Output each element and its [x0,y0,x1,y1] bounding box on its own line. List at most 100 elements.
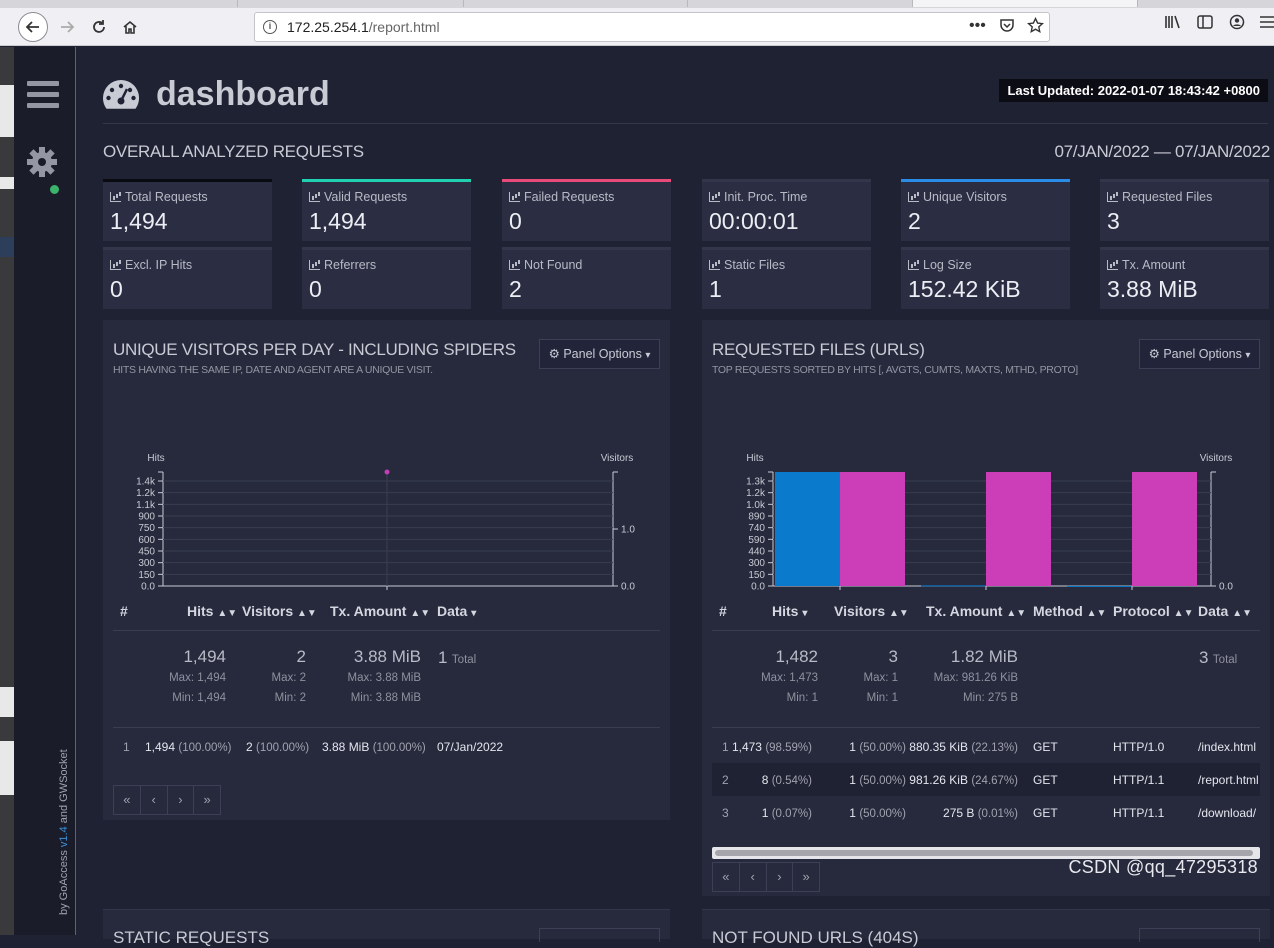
row-protocol: HTTP/1.1 [1113,806,1165,820]
y-tick-label: 440 [748,547,765,558]
menu-icon[interactable] [1260,14,1274,35]
metric-card: Tx. Amount 3.88 MiB [1100,247,1269,309]
table-row[interactable]: 1 1,473 (98.59%) 1 (50.00%) 880.35 KiB (22.… [712,730,1260,763]
col-header-num: # [120,603,128,619]
table-row[interactable]: 2 8 (0.54%) 1 (50.00%) 981.26 KiB (24.67%) G… [712,763,1260,796]
summary-data: 3 Total [1199,648,1238,667]
metric-label: Log Size [908,258,972,272]
home-button[interactable] [115,12,145,42]
summary-visitors: 2 [296,647,306,666]
metric-card: Failed Requests 0 [502,179,671,241]
arrow-left-icon [25,21,39,33]
browser-tab[interactable] [464,0,688,7]
panel-options-button[interactable]: ⚙ Panel Options ▾ [539,339,660,369]
y2-tick-label: 1.0 [621,525,635,536]
gear-icon[interactable] [25,145,59,185]
y-axis-title: Hits [746,453,763,464]
browser-tab[interactable] [688,0,913,7]
metric-label: Requested Files [1107,190,1212,204]
panel-title: STATIC REQUESTS [113,928,270,947]
metric-card: Total Requests 1,494 [103,179,272,241]
first-page-button[interactable]: « [713,863,740,891]
metric-label: Failed Requests [509,190,614,204]
info-icon[interactable]: i [263,20,277,34]
caret-down-icon: ▾ [1245,350,1251,361]
col-header-protocol[interactable]: Protocol ▲▼ [1113,603,1194,619]
y-tick-label: 1.2k [746,488,766,499]
prev-page-button[interactable]: ‹ [141,786,168,814]
bar-chart-icon [908,192,919,202]
row-data: 07/Jan/2022 [437,740,504,754]
browser-tab[interactable] [238,0,464,7]
col-header-tx[interactable]: Tx. Amount ▲▼ [926,603,1027,619]
last-page-button[interactable]: » [802,869,810,884]
panel-options-button[interactable]: ⚙ Panel Options ▾ [1139,339,1260,369]
y-tick-label: 1.3k [746,477,766,488]
metric-value: 1,494 [110,208,168,234]
table-row[interactable]: 1 1,494 (100.00%) 2 (100.00%) 3.88 MiB (100… [113,730,660,763]
metric-value: 0 [509,208,522,234]
summary-visitors-max: Max: 2 [271,672,306,684]
browser-tab-active[interactable] [913,0,1138,7]
col-header-data[interactable]: Data ▾ [437,603,477,619]
files-chart: Hits Visitors0.01503004405907408901.0k1.2… [746,453,1233,590]
table-row[interactable]: 3 1 (0.07%) 1 (50.00%) 275 B (0.01%) GET HTTP… [712,796,1260,829]
next-page-button[interactable]: › [767,863,794,891]
sort-icon: ▲▼ [1173,608,1194,619]
gwsocket-link[interactable]: GWSocket [58,749,70,802]
prev-page-button[interactable]: ‹ [740,863,767,891]
panel-title: REQUESTED FILES (URLS) [712,340,925,359]
col-header-visitors[interactable]: Visitors ▲▼ [242,603,317,619]
credits: by GoAccess v1.4 and GWSocket [58,749,70,915]
panel-options-button[interactable] [1139,928,1260,942]
bar-chart-icon [110,260,121,270]
summary-tx-max: Max: 981.26 KiB [933,672,1018,684]
y-tick-label: 1.1k [136,500,156,511]
sort-icon: ▲▼ [410,608,431,619]
bar-chart-icon [110,192,121,202]
horizontal-scrollbar[interactable] [712,847,1260,859]
bar-chart-icon [1107,260,1118,270]
visitors-bar [840,472,905,586]
col-header-data[interactable]: Data ▲▼ [1198,603,1253,619]
forward-button[interactable] [52,12,82,42]
account-icon[interactable] [1228,14,1246,35]
row-num: 3 [722,806,729,820]
sidebar-toggle-icon[interactable] [1196,14,1214,35]
scrollbar-thumb[interactable] [715,850,1253,856]
more-actions-icon[interactable]: ••• [969,17,986,34]
url-bar[interactable]: i 172.25.254.1/report.html ••• [254,12,1050,42]
next-page-button[interactable]: › [168,786,195,814]
col-header-method[interactable]: Method ▲▼ [1033,603,1107,619]
metric-card: Valid Requests 1,494 [302,179,471,241]
hits-bar [1067,585,1132,587]
library-icon[interactable] [1164,14,1182,35]
sort-icon: ▲▼ [1006,608,1027,619]
reload-button[interactable] [84,12,114,42]
summary-tx: 3.88 MiB [353,647,421,666]
last-page-button[interactable]: » [203,792,211,807]
goaccess-link[interactable]: GoAccess [58,850,70,901]
metric-card: Not Found 2 [502,247,671,309]
col-header-hits[interactable]: Hits ▾ [772,603,808,619]
y-tick-label: 1.2k [136,488,156,499]
metric-card: Init. Proc. Time 00:00:01 [702,179,871,241]
col-header-visitors[interactable]: Visitors ▲▼ [834,603,909,619]
pocket-icon[interactable] [999,17,1015,37]
back-button[interactable] [18,12,48,42]
panel-options-button[interactable] [539,928,660,942]
dashboard-gauge-icon [103,79,140,109]
hamburger-menu-icon[interactable] [27,81,59,109]
first-page-button[interactable]: « [114,786,141,814]
row-visitors: 2 (100.00%) [246,740,310,754]
col-header-hits[interactable]: Hits ▲▼ [187,603,238,619]
row-hits: 1,494 (100.00%) [145,740,232,754]
home-icon [123,20,137,34]
bookmark-star-icon[interactable] [1027,16,1044,37]
col-header-tx[interactable]: Tx. Amount ▲▼ [330,603,431,619]
browser-tab[interactable] [0,0,238,7]
summary-visitors-max: Max: 1 [863,672,898,684]
metric-value: 2 [908,208,921,234]
metric-value: 3 [1107,208,1120,234]
sort-icon: ▲▼ [889,608,909,619]
